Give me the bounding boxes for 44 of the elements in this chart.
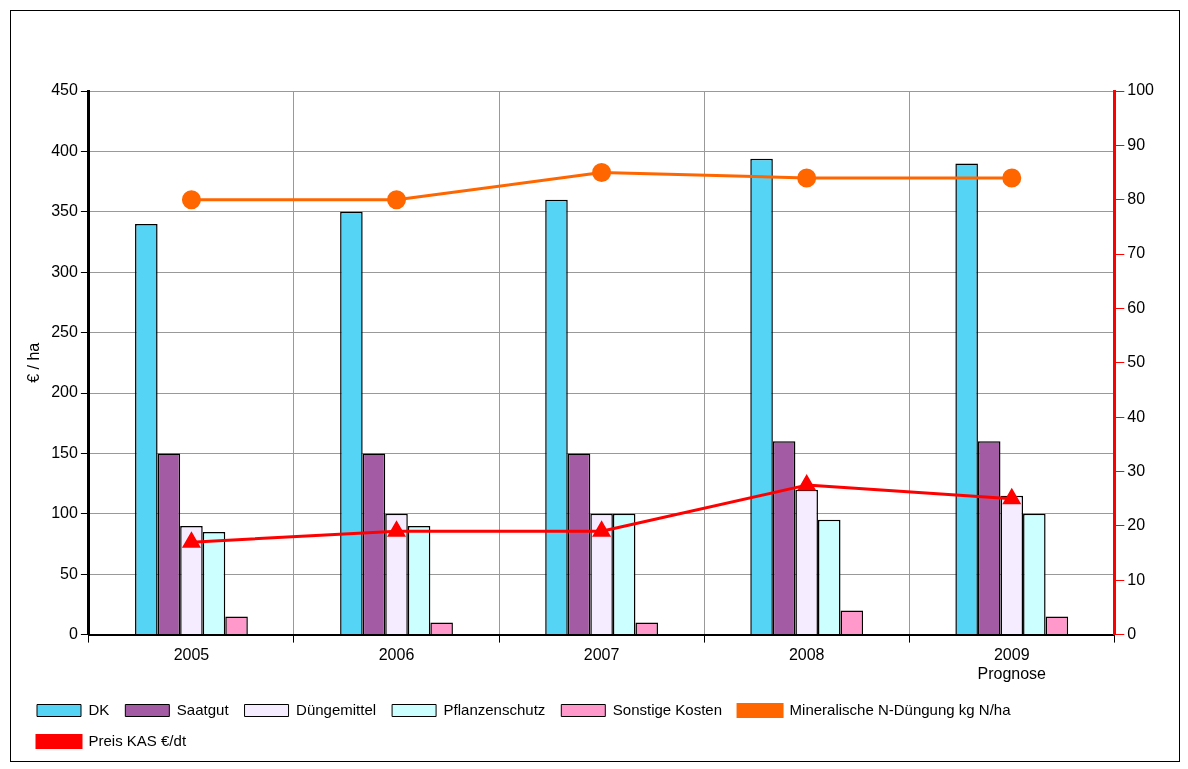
y2-tick-label: 70: [1127, 244, 1146, 262]
y2-tick-label: 80: [1127, 190, 1146, 208]
y2-tick-label: 50: [1127, 353, 1146, 371]
y-tick-label: 250: [51, 323, 78, 341]
y-tick-label: 200: [51, 383, 78, 401]
point: [181, 190, 201, 210]
point: [798, 475, 816, 491]
y2-tick-label: 100: [1127, 81, 1155, 99]
y-axis-title: € / ha: [25, 342, 43, 383]
point: [183, 532, 200, 548]
point: [592, 163, 612, 183]
point: [1003, 489, 1021, 505]
x-tick-label: 2008: [788, 645, 825, 663]
y2-tick-label: 30: [1127, 461, 1146, 479]
x-tick-label: 2009 Prognose: [977, 645, 1047, 682]
y2-tick-label: 60: [1127, 298, 1146, 316]
point: [387, 190, 407, 210]
x-tick-label: 2007: [583, 645, 620, 663]
y2-tick-label: 10: [1127, 570, 1146, 588]
y-tick-label: 350: [51, 202, 78, 220]
legend-label: Düngemittel: [296, 700, 377, 718]
point: [797, 168, 817, 188]
legend-label: DK: [88, 700, 110, 718]
y2-tick-label: 0: [1127, 625, 1137, 643]
y-tick-label: 150: [51, 443, 78, 461]
y2-tick-label: 20: [1127, 516, 1146, 534]
legend-label: Sonstige Kosten: [612, 700, 723, 718]
y-tick-label: 0: [68, 625, 78, 643]
y-tick-label: 450: [51, 81, 78, 99]
y-tick-label: 300: [51, 262, 78, 280]
y-tick-label: 400: [51, 141, 78, 159]
legend-label: Saatgut: [176, 700, 230, 718]
x-tick-label: 2006: [378, 645, 415, 663]
legend-label: Preis KAS €/dt: [88, 731, 187, 749]
y2-tick-label: 90: [1127, 135, 1146, 153]
legend-label: Mineralische N-Düngung kg N/ha: [789, 700, 1012, 718]
point: [1002, 168, 1022, 188]
point: [388, 521, 405, 537]
legend-label: Pflanzenschutz: [443, 700, 546, 718]
y2-tick-label: 40: [1127, 407, 1146, 425]
y-tick-label: 100: [51, 504, 78, 522]
x-tick-label: 2005: [173, 645, 210, 663]
y-tick-label: 50: [60, 564, 78, 582]
point: [593, 521, 611, 537]
